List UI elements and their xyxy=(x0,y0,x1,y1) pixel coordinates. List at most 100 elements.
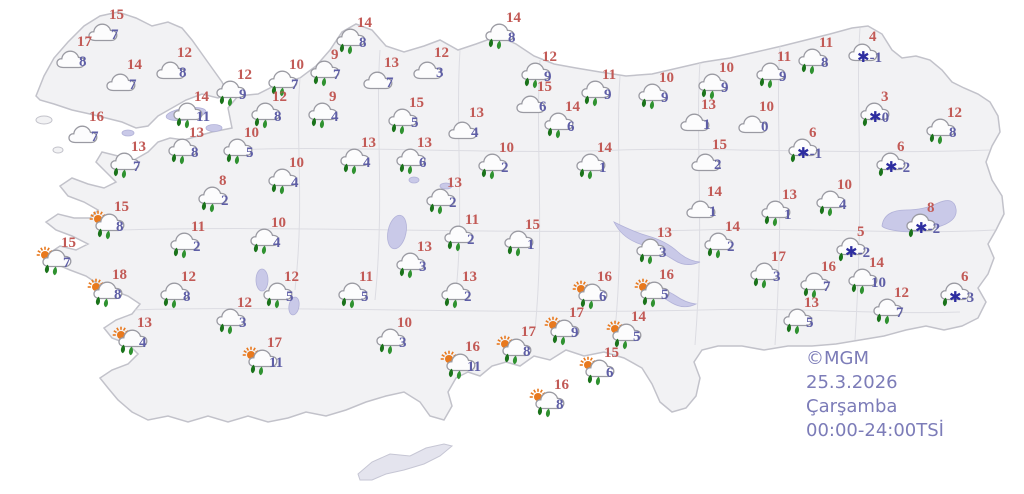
temp-low: 5 xyxy=(361,289,369,305)
weather-station: 14 5 xyxy=(606,310,646,350)
temp-low: 4 xyxy=(363,155,371,171)
sun-rain-icon xyxy=(606,320,644,354)
weather-station: 18 8 xyxy=(87,268,127,308)
temp-low: 4 xyxy=(471,125,479,141)
temp-high: 15 xyxy=(525,217,540,233)
weather-station: 17 11 xyxy=(242,336,283,376)
sun-rain-icon xyxy=(579,356,617,390)
temp-low: ✱-2 xyxy=(845,243,871,261)
cloud-icon xyxy=(52,45,90,79)
temp-high: 10 xyxy=(719,60,734,76)
temp-high: 6 xyxy=(809,125,817,141)
cloud-icon xyxy=(152,56,190,90)
weather-station: 11 2 xyxy=(166,220,205,260)
weather-station: 11 9 xyxy=(752,50,791,90)
temp-high: 13 xyxy=(657,225,672,241)
weather-station: 14 7 xyxy=(102,58,142,98)
temp-low: 2 xyxy=(501,160,509,176)
weather-station: 15 7 xyxy=(84,8,124,48)
temp-high: 15 xyxy=(712,137,727,153)
temp-high: 8 xyxy=(927,200,935,216)
weather-station: 13 5 xyxy=(779,296,819,336)
rain-icon xyxy=(796,270,834,304)
temp-high: 15 xyxy=(61,235,76,251)
weather-station: 15 5 xyxy=(384,96,424,136)
weather-station: 10 3 xyxy=(372,316,412,356)
temp-high: 9 xyxy=(331,47,339,63)
weather-station: 10 5 xyxy=(219,126,259,166)
temp-low: 9 xyxy=(571,325,579,341)
rain-icon xyxy=(517,60,555,94)
weather-station: 16 8 xyxy=(529,378,569,418)
temp-high: 10 xyxy=(837,177,852,193)
rain-icon xyxy=(700,230,738,264)
temp-low: 2 xyxy=(193,239,201,255)
weather-station: 14 8 xyxy=(481,11,521,51)
rain-icon xyxy=(372,326,410,360)
snowflake-icon: ✱ xyxy=(797,144,810,162)
rain-icon xyxy=(246,226,284,260)
weather-station: 13 2 xyxy=(422,176,462,216)
rain-icon xyxy=(264,68,302,102)
temp-low: 2 xyxy=(714,157,722,173)
temp-low: 8 xyxy=(114,287,122,303)
temp-low: 6 xyxy=(567,119,575,135)
weather-station: 17 9 xyxy=(544,306,584,346)
temp-low: 8 xyxy=(556,397,564,413)
sun-rain-icon xyxy=(634,278,672,312)
temp-high: 8 xyxy=(219,173,227,189)
temp-high: 12 xyxy=(181,269,196,285)
temp-low: 7 xyxy=(386,75,394,91)
temp-high: 4 xyxy=(869,29,877,45)
temp-high: 10 xyxy=(244,125,259,141)
temp-high: 16 xyxy=(554,377,569,393)
temp-high: 13 xyxy=(782,187,797,203)
attribution-period: 00:00-24:00TSİ xyxy=(806,420,944,441)
temp-low: 7 xyxy=(333,67,341,83)
temp-high: 10 xyxy=(659,70,674,86)
rain-icon xyxy=(437,280,475,314)
weather-station: 6 ✱-2 xyxy=(872,140,910,180)
weather-station: 10 9 xyxy=(694,61,734,101)
temp-high: 13 xyxy=(804,295,819,311)
temp-high: 12 xyxy=(284,269,299,285)
temp-low: 9 xyxy=(661,90,669,106)
weather-station: 12 8 xyxy=(152,46,192,86)
temp-high: 9 xyxy=(329,89,337,105)
rain-icon xyxy=(577,78,615,112)
temp-low: 7 xyxy=(896,305,904,321)
weather-station: 6 ✱-3 xyxy=(936,270,974,310)
sun-rain-icon xyxy=(572,280,610,314)
weather-station: 12 7 xyxy=(869,286,909,326)
rain-icon xyxy=(440,223,478,257)
temp-low: ✱-1 xyxy=(857,48,883,66)
temp-low: 11 xyxy=(467,359,482,375)
temp-high: 6 xyxy=(897,139,905,155)
sun-rain-icon xyxy=(89,210,127,244)
temp-low: 8 xyxy=(508,30,516,46)
weather-station: 10 7 xyxy=(264,58,304,98)
weather-station: 13 8 xyxy=(164,126,204,166)
temp-high: 15 xyxy=(604,345,619,361)
temp-low: 8 xyxy=(949,125,957,141)
weather-station: 12 9 xyxy=(517,50,557,90)
weather-station: 14 1 xyxy=(682,185,722,225)
rain-snow-icon xyxy=(872,150,910,184)
weather-station: 12 3 xyxy=(212,296,252,336)
rain-icon xyxy=(632,236,670,270)
weather-station: 16 11 xyxy=(440,340,482,380)
rain-icon xyxy=(106,150,144,184)
rain-icon xyxy=(474,151,512,185)
weather-station: 17 8 xyxy=(496,325,536,365)
weather-station: 16 6 xyxy=(572,270,612,310)
rain-icon xyxy=(306,58,344,92)
temp-high: 13 xyxy=(417,239,432,255)
weather-station: 17 3 xyxy=(746,250,786,290)
weather-station: 16 7 xyxy=(64,110,104,150)
temp-high: 17 xyxy=(771,249,786,265)
temp-high: 13 xyxy=(469,105,484,121)
temp-low: 7 xyxy=(129,77,137,93)
temp-low: 8 xyxy=(116,219,124,235)
